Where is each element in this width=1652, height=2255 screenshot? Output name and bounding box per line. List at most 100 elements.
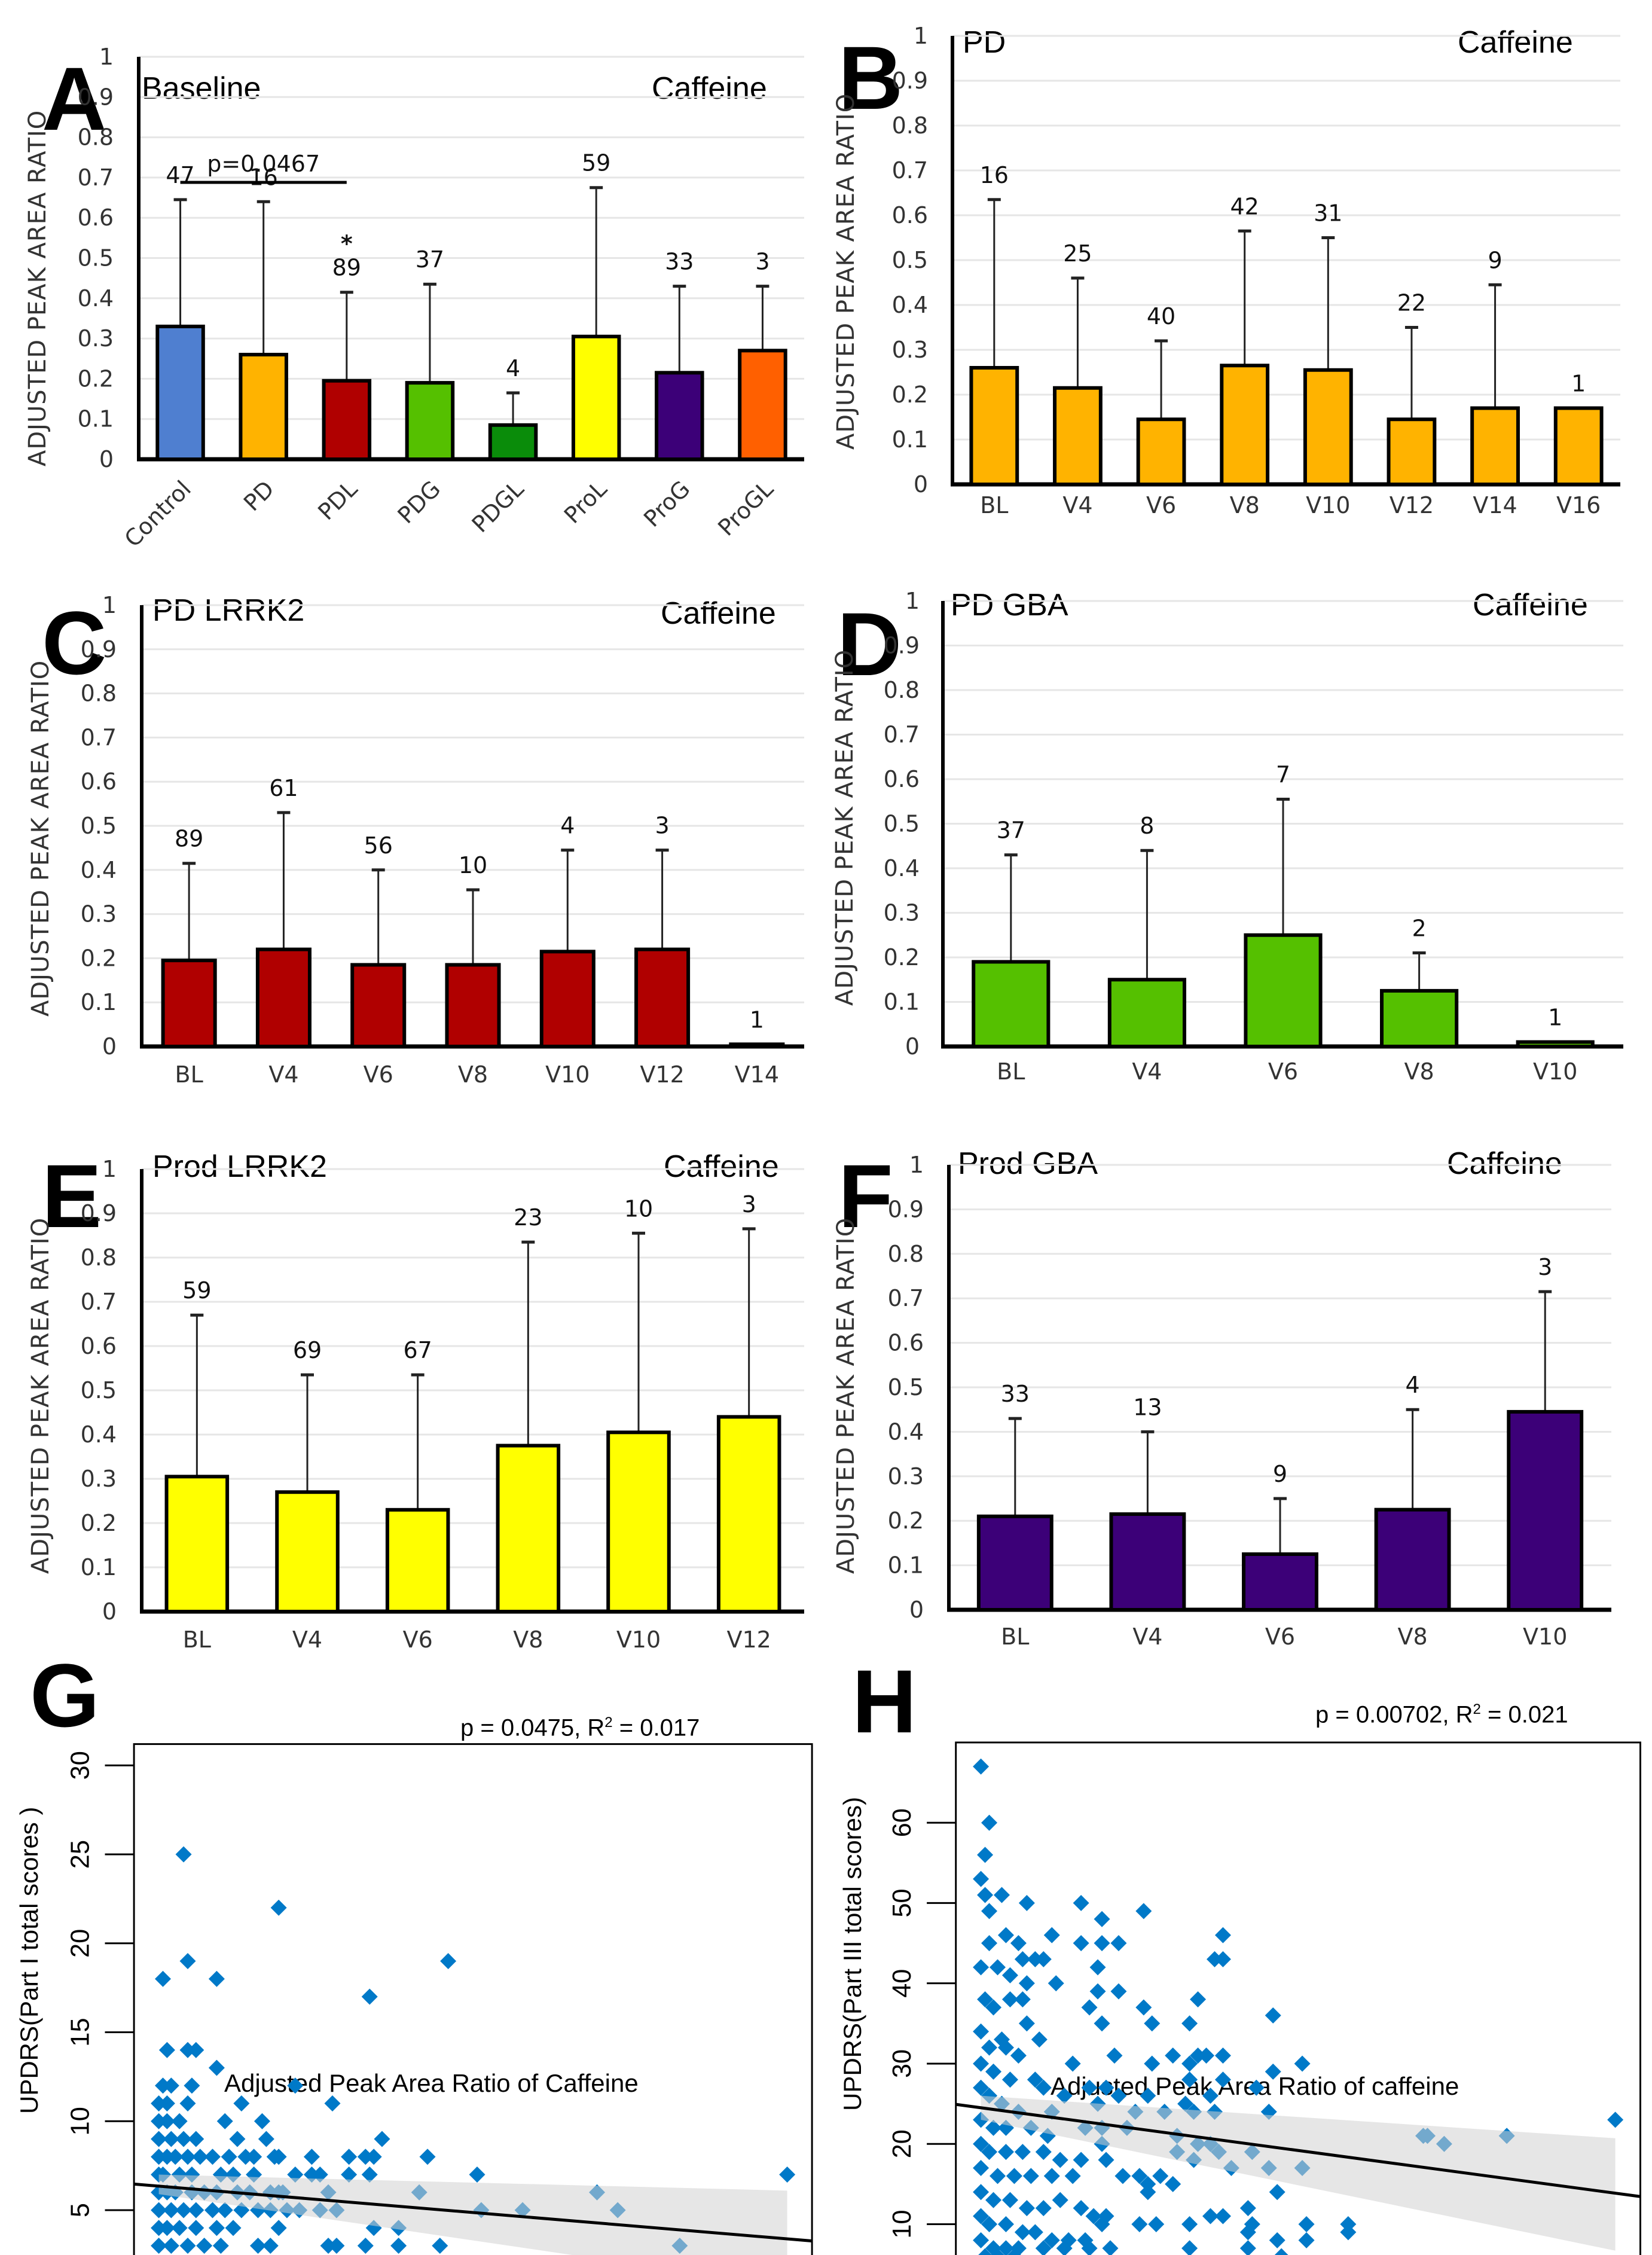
panel-d-pd-gba-chart: D PD GBA Caffeine ADJUSTED PEAK AREA RAT… xyxy=(825,568,1652,1124)
panel-g-updrs1-scatter: G UPDRS(Part I total scores ) Adjusted P… xyxy=(0,1650,825,2255)
data-point xyxy=(324,2095,341,2112)
x-category-label: PDG xyxy=(392,475,445,529)
data-point xyxy=(973,2055,990,2072)
y-tick-label: 0.9 xyxy=(888,1196,924,1222)
data-point xyxy=(1001,1991,1018,2008)
bar-v10 xyxy=(606,1430,671,1613)
data-point xyxy=(1274,2248,1288,2255)
data-point xyxy=(221,2149,237,2165)
data-point xyxy=(357,2149,374,2165)
x-category-label: V6 xyxy=(364,1061,393,1088)
y-tick-label: 0.6 xyxy=(81,1333,117,1359)
panel-e-prod-lrrk2-chart: E Prod LRRK2 Caffeine ADJUSTED PEAK AREA… xyxy=(0,1124,825,1662)
scatter-plot-group: 0.00.51.01.50102030405060 xyxy=(888,1741,1641,2255)
x-category-label: ProL xyxy=(559,475,612,529)
y-tick-label: 30 xyxy=(888,2049,917,2078)
bar-pdl xyxy=(322,379,372,462)
bar-prog xyxy=(655,371,704,461)
data-point xyxy=(151,2095,167,2112)
data-point xyxy=(1098,2079,1114,2096)
data-point xyxy=(1144,2055,1161,2072)
data-point xyxy=(1140,2088,1156,2104)
confidence-band xyxy=(158,2174,787,2255)
data-point xyxy=(1056,2088,1073,2104)
bar-v6 xyxy=(1244,933,1323,1048)
data-point xyxy=(158,2095,175,2112)
data-point xyxy=(1052,2152,1068,2168)
data-point xyxy=(973,1758,990,1775)
data-point xyxy=(1010,1935,1027,1952)
n-label: 1 xyxy=(750,1006,764,1033)
data-point xyxy=(973,1959,990,1976)
scatter-svg: 0.00.51.01.50102030405060 xyxy=(888,1741,1641,2255)
n-label: 25 xyxy=(1063,240,1092,267)
data-point xyxy=(985,1999,1002,2016)
data-point xyxy=(171,2220,188,2236)
data-point xyxy=(469,2166,485,2183)
bar-bl xyxy=(976,1514,1054,1612)
n-label: 33 xyxy=(1001,1381,1030,1407)
bar-v8 xyxy=(496,1444,561,1613)
data-point xyxy=(973,2208,990,2225)
bar-v8 xyxy=(1220,364,1270,486)
data-point xyxy=(1064,2168,1081,2184)
y-tick-label: 0.2 xyxy=(81,1510,117,1536)
data-point xyxy=(1014,2224,1031,2241)
data-point xyxy=(1073,1935,1089,1952)
y-tick-label: 0.5 xyxy=(78,245,114,271)
n-label: 40 xyxy=(1147,303,1175,329)
data-point xyxy=(204,2149,221,2165)
data-point xyxy=(1294,2055,1311,2072)
data-point xyxy=(1043,2168,1060,2184)
bar-bl xyxy=(164,1475,230,1613)
data-point xyxy=(233,2095,250,2112)
data-point xyxy=(779,2166,796,2183)
data-point xyxy=(179,2095,196,2112)
panel-title: Prod LRRK2 xyxy=(152,1149,327,1184)
bar-prol xyxy=(571,334,621,461)
y-tick-label: 0.8 xyxy=(888,1241,924,1267)
data-point xyxy=(1265,2007,1281,2024)
data-point xyxy=(1094,2015,1110,2032)
y-tick-label: 0.2 xyxy=(892,382,928,408)
n-label: 1 xyxy=(1548,1005,1562,1031)
data-point xyxy=(196,2238,213,2254)
data-point xyxy=(1027,1951,1043,1967)
data-point xyxy=(1202,2088,1219,2104)
data-point xyxy=(216,2202,233,2219)
data-point xyxy=(997,2240,1014,2255)
y-tick-label: 30 xyxy=(66,1751,95,1780)
data-point xyxy=(341,2166,358,2183)
y-tick-label: 0 xyxy=(905,1033,920,1060)
data-point xyxy=(1131,2216,1148,2232)
data-point xyxy=(1014,1991,1031,2008)
x-category-label: PD xyxy=(239,475,279,516)
n-label: 89 xyxy=(332,255,361,281)
panel-title: PD xyxy=(963,25,1006,60)
y-tick-label: 0.1 xyxy=(892,426,928,453)
bar-chart-svg: 0 0.1 0.2 0.3 0.4 0.5 0.6 0.7 0.8 0.9 1 37 BL 8 V4 7 V6 2… xyxy=(884,588,1623,1085)
data-point xyxy=(1073,2200,1089,2217)
y-tick-label: 0.6 xyxy=(884,766,920,792)
data-point xyxy=(981,2144,998,2161)
data-point xyxy=(997,2144,1014,2161)
data-point xyxy=(1064,2055,1081,2072)
data-point xyxy=(179,1953,196,1970)
data-point xyxy=(1006,2168,1022,2184)
data-point xyxy=(1089,1983,1106,2000)
y-tick-label: 0.3 xyxy=(78,325,114,352)
data-point xyxy=(216,2113,233,2129)
data-point xyxy=(1148,2216,1165,2232)
data-point xyxy=(151,2220,167,2236)
data-point xyxy=(1239,2200,1256,2217)
x-category-label: PDGL xyxy=(467,475,529,538)
data-point xyxy=(1052,2192,1068,2208)
data-point xyxy=(1206,1951,1223,1967)
data-point xyxy=(303,2149,320,2165)
data-point xyxy=(1607,2111,1624,2128)
n-label: 16 xyxy=(980,162,1009,188)
y-tick-label: 0 xyxy=(909,1597,924,1623)
p-value-text: p = 0.00702, R xyxy=(1315,1701,1473,1728)
data-point xyxy=(1135,1903,1152,1920)
x-category-label: V4 xyxy=(1132,1058,1162,1085)
